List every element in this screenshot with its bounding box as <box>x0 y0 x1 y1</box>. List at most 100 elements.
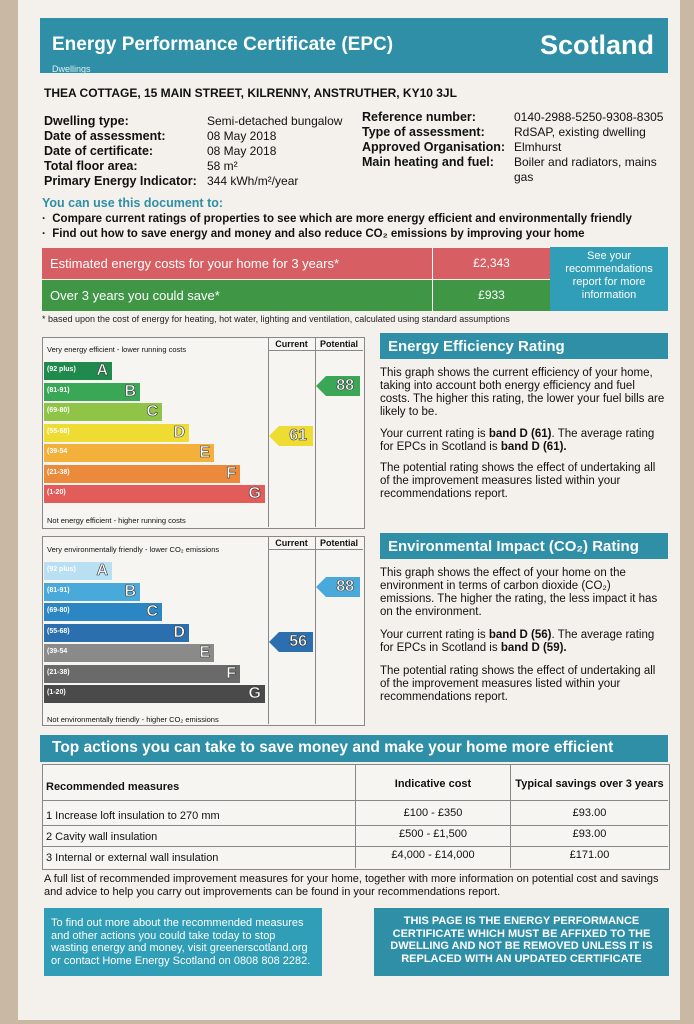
page-subtitle: Dwellings <box>52 64 91 74</box>
potential-col-header: Potential <box>319 339 358 349</box>
energy-paragraph-2: Your current rating is band D (61). The … <box>380 428 655 453</box>
rating-band-e: (39-54 E <box>44 644 214 662</box>
detail-row: Total floor area: 58 m² <box>44 159 238 173</box>
actions-table <box>42 764 670 870</box>
column-divider <box>315 536 316 724</box>
column-divider <box>355 764 356 868</box>
band-range: (21-38) <box>47 668 70 676</box>
see-recommendations-box: See your recommendations report for more… <box>550 247 668 311</box>
page-title: Energy Performance Certificate (EPC) <box>52 34 394 55</box>
env-rating-heading: Environmental Impact (CO₂) Rating <box>380 533 668 559</box>
savings-value-cell: £933 <box>432 280 550 311</box>
table-row: 3 Internal or external wall insulation <box>46 852 219 864</box>
table-row: £93.00 <box>572 828 607 840</box>
column-divider <box>268 337 269 527</box>
rating-band-c: (69-80) C <box>44 603 162 621</box>
band-letter: E <box>199 644 210 662</box>
table-row: 1 Increase loft insulation to 270 mm <box>46 810 220 822</box>
table-row: 2 Cavity wall insulation <box>46 831 158 843</box>
detail-row: Main heating and fuel: Boiler and radiato… <box>362 155 657 169</box>
band-range: (1-20) <box>47 689 66 696</box>
col-measure-header: Recommended measures <box>46 781 180 793</box>
header-divider <box>268 350 363 351</box>
env-paragraph-1: This graph shows the effect of your home… <box>380 567 658 618</box>
band-range: (55-68) <box>47 427 70 435</box>
detail-row: Date of assessment: 08 May 2018 <box>44 129 277 143</box>
rating-band-a: (92 plus) A <box>44 362 112 380</box>
env-bottom-label: Not environmentally friendly - higher CO… <box>47 715 219 724</box>
band-letter: D <box>173 623 185 641</box>
estimated-cost-value: £2,343 <box>473 256 510 270</box>
band-letter: E <box>199 444 210 462</box>
energy-paragraph-3: The potential rating shows the effect of… <box>380 462 656 500</box>
band-range: (39-54 <box>47 448 68 455</box>
energy-paragraph-1: This graph shows the current efficiency … <box>380 367 665 418</box>
band-range: (81-91) <box>47 386 70 394</box>
band-range: (92 plus) <box>47 366 76 373</box>
estimated-cost-bar: Estimated energy costs for your home for… <box>42 248 432 279</box>
band-letter: G <box>248 485 261 503</box>
column-divider <box>315 337 316 527</box>
use-bullet: · Compare current ratings of properties … <box>42 213 632 225</box>
band-letter: B <box>124 382 136 400</box>
rating-band-f: (21-38) F <box>44 464 240 483</box>
more-info-box: To find out more about the recommended m… <box>44 908 322 976</box>
rating-band-d: (55-68) D <box>44 423 189 442</box>
table-row: £500 - £1,500 <box>399 828 467 840</box>
env-current-arrow: 56 <box>269 632 313 652</box>
band-letter: C <box>146 403 158 421</box>
env-paragraph-3: The potential rating shows the effect of… <box>380 665 656 703</box>
energy-bottom-label: Not energy efficient - higher running co… <box>47 516 186 525</box>
detail-row: Type of assessment: RdSAP, existing dwell… <box>362 125 646 139</box>
band-range: (55-68) <box>47 627 70 635</box>
table-row: £93.00 <box>572 807 607 819</box>
row-divider <box>42 825 668 826</box>
current-col-header: Current <box>275 538 308 548</box>
use-bullet: · Find out how to save energy and money … <box>42 228 585 240</box>
band-letter: A <box>96 362 108 380</box>
band-range: (92 plus) <box>47 566 76 573</box>
column-divider <box>510 764 511 868</box>
band-range: (69-80) <box>47 407 70 414</box>
rating-band-g: (1-20) G <box>44 485 265 503</box>
col-cost-header: Indicative cost <box>394 778 472 790</box>
energy-potential-arrow: 88 <box>316 376 360 396</box>
rating-band-a: (92 plus) A <box>44 562 112 580</box>
band-letter: B <box>124 582 136 600</box>
actions-heading: Top actions you can take to save money a… <box>40 735 668 762</box>
row-divider <box>42 846 668 847</box>
cost-footnote: * based upon the cost of energy for heat… <box>42 314 510 324</box>
energy-rating-heading: Energy Efficiency Rating <box>380 333 668 359</box>
band-range: (81-91) <box>47 586 70 594</box>
band-range: (21-38) <box>47 468 70 476</box>
estimated-cost-value-cell: £2,343 <box>432 248 550 279</box>
savings-value: £933 <box>478 288 505 302</box>
epc-header: Energy Performance Certificate (EPC) Dwe… <box>40 18 668 74</box>
band-letter: A <box>96 562 108 580</box>
rating-band-g: (1-20) G <box>44 685 265 703</box>
env-paragraph-2: Your current rating is band D (56). The … <box>380 629 655 654</box>
savings-bar: Over 3 years you could save* <box>42 280 432 311</box>
current-col-header: Current <box>275 339 308 349</box>
band-letter: F <box>226 464 236 482</box>
property-address: THEA COTTAGE, 15 MAIN STREET, KILRENNY, … <box>44 86 457 100</box>
env-potential-arrow: 88 <box>316 577 360 597</box>
certificate-notice-box: THIS PAGE IS THE ENERGY PERFORMANCE CERT… <box>374 908 669 976</box>
table-row: £100 - £350 <box>403 807 463 819</box>
detail-row: Date of certificate: 08 May 2018 <box>44 144 277 158</box>
detail-row: Reference number: 0140-2988-5250-9308-830… <box>362 110 664 124</box>
detail-row: gas <box>514 170 534 184</box>
details-left: Dwelling type: Semi-detached bungalow Dat… <box>44 114 364 189</box>
detail-row: Primary Energy Indicator: 344 kWh/m²/year <box>44 174 299 188</box>
rating-band-d: (55-68) D <box>44 623 189 642</box>
table-row: £4,000 - £14,000 <box>391 849 475 861</box>
col-savings-header: Typical savings over 3 years <box>515 778 664 790</box>
band-range: (69-80) <box>47 607 70 614</box>
detail-row: Approved Organisation: Elmhurst <box>362 140 562 154</box>
table-row: £171.00 <box>569 849 610 861</box>
band-range: (1-20) <box>47 489 66 496</box>
detail-row: Dwelling type: Semi-detached bungalow <box>44 114 343 128</box>
rating-band-f: (21-38) F <box>44 664 240 683</box>
energy-current-arrow: 61 <box>269 426 313 446</box>
env-top-label: Very environmentally friendly - lower CO… <box>47 545 220 554</box>
